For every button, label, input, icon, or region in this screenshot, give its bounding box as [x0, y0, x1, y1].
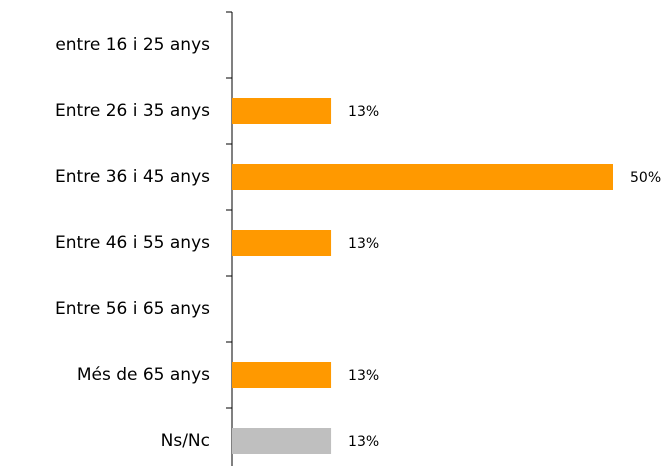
value-label: 13%	[348, 434, 379, 450]
bar	[232, 230, 332, 256]
category-label: Entre 26 i 35 anys	[55, 101, 210, 121]
value-label: 13%	[348, 368, 379, 384]
value-label: 13%	[348, 104, 379, 120]
value-label: 13%	[348, 236, 379, 252]
bar	[232, 164, 613, 190]
category-label: entre 16 i 25 anys	[55, 35, 210, 55]
category-label: Més de 65 anys	[77, 365, 210, 385]
category-label: Entre 46 i 55 anys	[55, 233, 210, 253]
bar	[232, 98, 332, 124]
bar	[232, 362, 332, 388]
category-label: Entre 56 i 65 anys	[55, 299, 210, 319]
bar	[232, 428, 332, 454]
category-label: Entre 36 i 45 anys	[55, 167, 210, 187]
value-label: 50%	[630, 170, 661, 186]
category-label: Ns/Nc	[161, 431, 210, 451]
